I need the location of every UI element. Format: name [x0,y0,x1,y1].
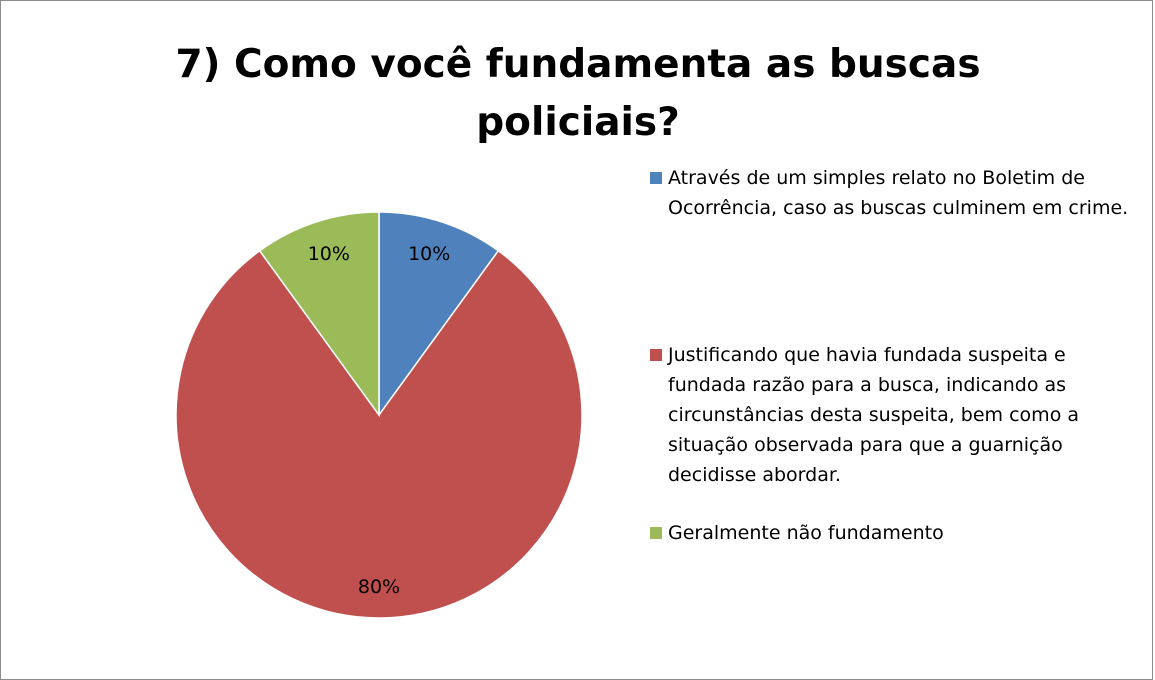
pie-slice [258,211,380,418]
legend-swatch [650,349,662,361]
legend-swatch [650,172,662,184]
legend-item: Geralmente não fundamento [650,518,1145,548]
chart-title: 7) Como você fundamenta as buscas polici… [175,42,981,145]
pie-slice [175,249,583,619]
legend-item: Justificando que havia fundada suspeita … [650,340,1145,490]
data-label: 10% [308,243,350,265]
legend-swatch [650,527,662,539]
data-label: 10% [408,243,450,265]
legend-label: Geralmente não fundamento [668,522,944,544]
legend-label: Justificando que havia fundada suspeita … [668,344,1079,486]
pie-slice [378,211,500,418]
legend-item: Através de um simples relato no Boletim … [650,163,1145,223]
data-label: 80% [358,576,400,598]
legend-label: Através de um simples relato no Boletim … [668,167,1129,219]
